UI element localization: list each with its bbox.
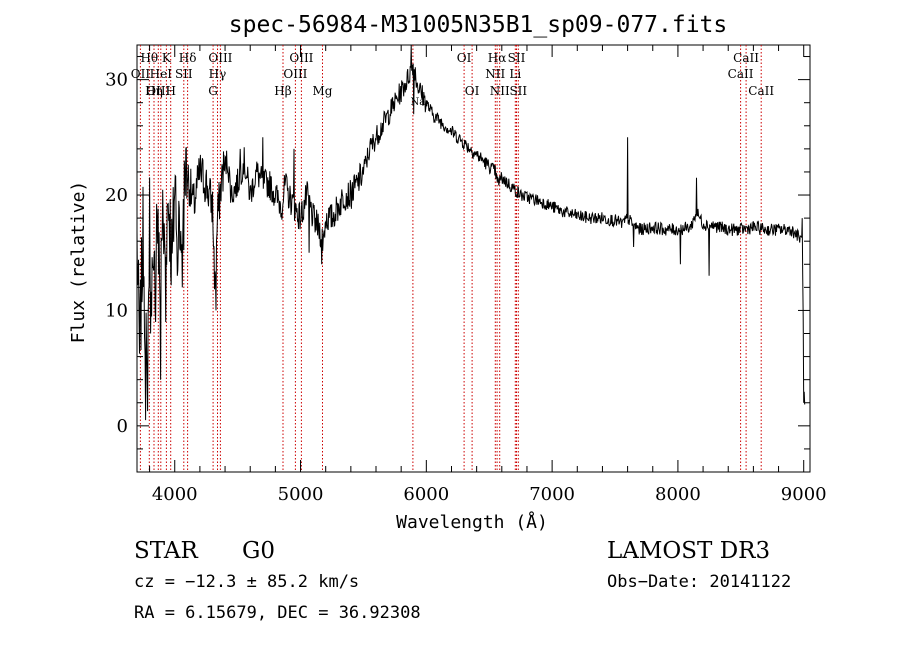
line-label-mid-2: SII (175, 67, 193, 81)
line-label-top-0: Hδ (179, 51, 197, 65)
chart-title: spec-56984-M31005N35B1_sp09-077.fits (229, 12, 728, 38)
line-label-low-7: NII (490, 84, 510, 98)
line-label-top-5: SII (508, 51, 526, 65)
line-label-mid-6: Li (509, 67, 521, 81)
x-axis: 4000 5000 6000 7000 8000 9000 (149, 45, 827, 505)
line-label-low-3: G (208, 84, 218, 98)
survey-name: LAMOST DR3 (607, 538, 771, 564)
line-label-low-1: Hη (145, 84, 163, 98)
y-axis: 0 10 20 30 (105, 56, 810, 450)
line-label-mid-5: NII (485, 67, 505, 81)
line-label-low-6: OI (465, 84, 480, 98)
line-label-low-5: Mg (313, 84, 333, 98)
y-tick-label-0: 0 (117, 416, 128, 437)
line-label-top-8: K (162, 51, 172, 65)
line-label-top-7: Hθ (140, 51, 158, 65)
y-axis-label: Flux (relative) (68, 181, 89, 344)
spectrum-line (136, 44, 806, 421)
line-label-mid-1: HeI (150, 67, 173, 81)
ra-dec: RA = 6.15679, DEC = 36.92308 (134, 603, 421, 623)
y-tick-label-3: 30 (105, 70, 128, 91)
line-label-na: Na (411, 97, 426, 108)
line-label-low-4: Hβ (274, 84, 291, 98)
line-markers (139, 45, 762, 472)
line-label-top-6: CaII (733, 51, 759, 65)
y-tick-label-2: 20 (105, 185, 128, 206)
line-label-top-3: OI (457, 51, 472, 65)
line-label-low-2: H (165, 84, 175, 98)
x-tick-label-5: 9000 (781, 484, 827, 505)
x-tick-label-4: 8000 (655, 484, 701, 505)
object-class: STAR (134, 538, 198, 564)
observation-date: Obs−Date: 20141122 (607, 572, 792, 592)
line-label-top-4: Hα (488, 51, 507, 65)
line-label-low-9: CaII (748, 84, 774, 98)
line-label-mid-4: OIII (283, 67, 307, 81)
x-tick-label-3: 7000 (529, 484, 575, 505)
line-label-top-1: OIII (208, 51, 232, 65)
line-label-top-2: OIII (289, 51, 313, 65)
x-tick-label-0: 4000 (152, 484, 198, 505)
x-tick-label-2: 6000 (403, 484, 449, 505)
line-label-mid-0: OII (131, 67, 151, 81)
x-axis-label: Wavelength (Å) (396, 511, 548, 533)
x-tick-label-1: 5000 (278, 484, 324, 505)
line-label-low-8: SII (509, 84, 527, 98)
line-label-low-0: OIII (146, 84, 170, 98)
y-tick-label-1: 10 (105, 300, 128, 321)
line-label-mid-3: Hγ (209, 67, 227, 81)
line-label-mid-7: CaII (728, 67, 754, 81)
object-subclass: G0 (242, 538, 276, 564)
redshift-cz: cz = −12.3 ± 85.2 km/s (134, 572, 360, 592)
